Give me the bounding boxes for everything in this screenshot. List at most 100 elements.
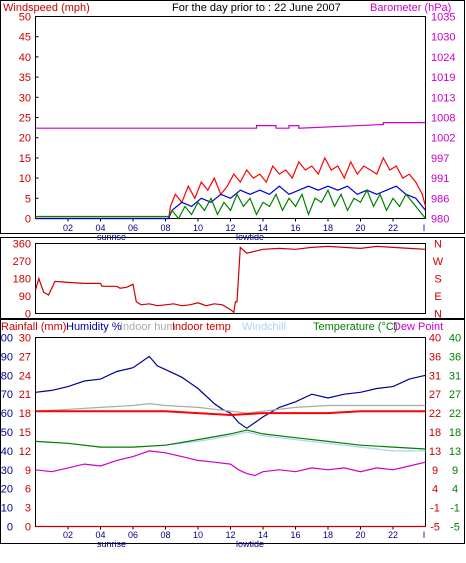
rainfall-tick: 12 (19, 446, 31, 458)
p1-xtick-label: 14 (258, 223, 268, 233)
humidity-tick: 30 (1, 465, 13, 477)
legend-indoor-hum: Indoor hum (120, 321, 176, 333)
windspeed-tick: 30 (19, 92, 31, 104)
temp-tick-inner: 9 (432, 465, 438, 477)
p3-xtick-label: 10 (193, 530, 203, 540)
windspeed-tick: 10 (19, 173, 31, 185)
temp-tick-outer: 18 (449, 427, 461, 439)
p1-series-line-1 (35, 156, 427, 220)
compass-tick: S (434, 274, 441, 286)
temp-tick-outer: 27 (449, 389, 461, 401)
rainfall-tick: 3 (25, 503, 31, 515)
windspeed-tick: 45 (19, 32, 31, 44)
p1-xtick-label: 04 (95, 223, 105, 233)
legend-humidity: Humidity % (66, 321, 122, 333)
windspeed-tick: 40 (19, 52, 31, 64)
p3-xtick-label: 22 (388, 530, 398, 540)
barometer-tick: 986 (431, 193, 449, 205)
humidity-tick: 90 (1, 351, 13, 363)
legend-temperature: Temperature (°C) (313, 321, 397, 333)
p3-series-line-5 (35, 429, 426, 450)
humidity-tick: 50 (1, 427, 13, 439)
direction-tick: 0 (25, 309, 31, 321)
barometer-tick: 1024 (431, 52, 455, 64)
temp-tick-outer: 22 (449, 408, 461, 420)
p3-series-line-2 (35, 402, 426, 414)
rainfall-tick: 27 (19, 351, 31, 363)
p3-xtick-label: 12 (225, 530, 235, 540)
p2-series-line-0 (34, 245, 426, 314)
temp-tick-outer: 13 (449, 446, 461, 458)
rainfall-tick: 0 (25, 522, 31, 534)
p3-xtick-label: 18 (323, 530, 333, 540)
p1-xtick-label: 02 (63, 223, 73, 233)
humidity-tick: 20 (1, 484, 13, 496)
chart-title: For the day prior to : 22 June 2007 (172, 2, 341, 14)
humidity-tick: 100 (0, 333, 13, 345)
p3-xtick-label: 16 (290, 530, 300, 540)
direction-tick: 270 (13, 256, 31, 268)
humidity-tick: 0 (7, 522, 13, 534)
temp-tick-inner: 18 (429, 427, 441, 439)
direction-tick: 180 (13, 274, 31, 286)
sunrise-label-3: sunrise (97, 539, 126, 549)
p1-xtick-label: 20 (355, 223, 365, 233)
barometer-tick: 1008 (431, 113, 455, 125)
p1-xtick-end: I (423, 223, 426, 233)
windspeed-tick: 50 (19, 12, 31, 24)
direction-tick: 90 (19, 291, 31, 303)
barometer-tick: 1035 (431, 12, 455, 24)
windspeed-tick: 20 (19, 133, 31, 145)
barometer-axis-label: Barometer (hPa) (370, 2, 451, 14)
lowtide-label-1: lowtide (236, 232, 264, 242)
plot-area-3 (35, 337, 426, 527)
temp-tick-inner: 13 (429, 446, 441, 458)
temp-tick-outer: 9 (452, 465, 458, 477)
barometer-tick: 1019 (431, 72, 455, 84)
p1-xtick-label: 18 (323, 223, 333, 233)
p1-xtick-label: 10 (193, 223, 203, 233)
temp-tick-outer: -1 (450, 503, 460, 515)
p1-xtick-label: 12 (225, 223, 235, 233)
windspeed-tick: 35 (19, 72, 31, 84)
p1-series-line-0 (35, 122, 426, 129)
compass-tick: E (434, 291, 441, 303)
temp-tick-inner: 36 (429, 351, 441, 363)
humidity-tick: 70 (1, 389, 13, 401)
barometer-tick: 997 (431, 153, 449, 165)
temp-tick-outer: 31 (449, 370, 461, 382)
windspeed-tick: 25 (19, 113, 31, 125)
temp-tick-inner: 27 (429, 389, 441, 401)
barometer-tick: 991 (431, 173, 449, 185)
legend-windchill: Windchill (242, 321, 286, 333)
p1-series-line-2 (35, 185, 426, 220)
p3-series-line-1 (35, 355, 426, 429)
p3-series-line-4 (35, 431, 426, 452)
sunrise-label-1: sunrise (97, 232, 126, 242)
barometer-tick: 1013 (431, 92, 455, 104)
p3-xtick-end: I (423, 530, 426, 540)
temp-tick-inner: 40 (429, 333, 441, 345)
direction-tick: 360 (13, 239, 31, 251)
panel-1-frame (0, 0, 465, 234)
temp-tick-inner: 22 (429, 408, 441, 420)
temp-tick-inner: -5 (430, 522, 440, 534)
rainfall-tick: 9 (25, 465, 31, 477)
lowtide-label-3: lowtide (236, 539, 264, 549)
windspeed-tick: 0 (25, 214, 31, 226)
windspeed-axis-label: Windspeed (mph) (3, 2, 90, 14)
temp-tick-outer: 40 (449, 333, 461, 345)
temp-tick-inner: 4 (432, 484, 438, 496)
panel-3-frame (0, 318, 465, 544)
p3-xtick-label: 14 (258, 530, 268, 540)
p3-xtick-label: 04 (95, 530, 105, 540)
rainfall-tick: 18 (19, 408, 31, 420)
rainfall-tick: 21 (19, 389, 31, 401)
humidity-tick: 40 (1, 446, 13, 458)
barometer-tick: 1002 (431, 133, 455, 145)
barometer-tick: 1030 (431, 32, 455, 44)
windspeed-tick: 5 (25, 193, 31, 205)
p3-xtick-label: 20 (355, 530, 365, 540)
